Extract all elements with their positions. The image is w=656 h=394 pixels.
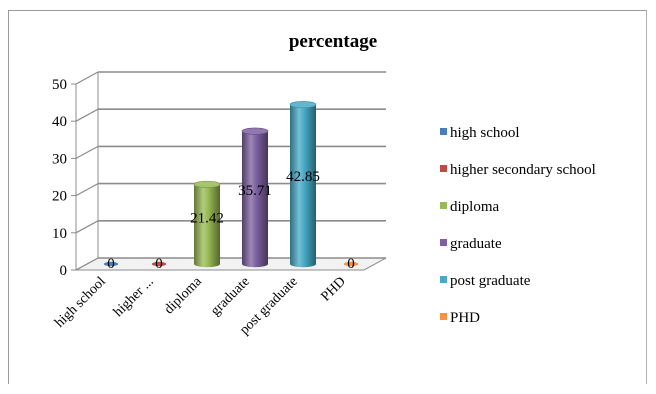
bar (289, 101, 317, 268)
x-tick-label: diploma (162, 274, 206, 318)
legend-item: post graduate (440, 273, 531, 289)
bar-top (289, 101, 317, 109)
bar-top (193, 180, 221, 188)
y-axis: 0 10 20 30 40 50 (52, 77, 76, 279)
bars (103, 101, 359, 268)
y-tick-label: 0 (60, 263, 68, 279)
x-tick-label: graduate (208, 274, 253, 319)
x-tick-label: higher ... (111, 274, 157, 320)
bar-stub (343, 261, 359, 267)
gridline-side (75, 145, 99, 159)
bar (103, 261, 119, 267)
bar-body (242, 131, 268, 268)
legend-label: post graduate (450, 273, 531, 289)
x-axis: high school higher ... diploma graduatepost… (52, 274, 349, 338)
y-tick-label: 10 (52, 226, 67, 242)
legend-swatch (440, 276, 447, 283)
y-tick-label: 50 (52, 77, 67, 93)
gridline-side (75, 257, 99, 271)
gridline-side (75, 220, 99, 234)
bar-body (290, 104, 316, 268)
legend-item: higher secondary school (440, 162, 596, 178)
y-tick-label: 30 (52, 151, 67, 167)
legend-item: high school (440, 125, 520, 141)
data-label: 35.71 (238, 183, 272, 199)
y-tick-label: 20 (52, 189, 67, 205)
data-label: 0 (155, 256, 163, 272)
legend-swatch (440, 128, 447, 135)
legend-swatch (440, 202, 447, 209)
bar (193, 180, 221, 268)
chart-floor (75, 257, 387, 271)
bar-top (241, 127, 269, 135)
y-tick-label: 40 (52, 114, 67, 130)
chart-frame (8, 10, 647, 384)
x-tick-label: PHD (318, 274, 348, 304)
chart-title: percentage (289, 31, 377, 52)
legend-label: higher secondary school (450, 162, 596, 178)
data-label: 0 (347, 256, 355, 272)
gridline-side (75, 108, 99, 122)
legend-swatch (440, 313, 447, 320)
gridline-side (75, 183, 99, 197)
grid (75, 71, 387, 271)
data-label: 42.85 (286, 169, 320, 185)
legend-label: high school (450, 125, 520, 141)
data-labels: 0 0 21.42 35.71 42.85 0 (107, 169, 355, 272)
legend-swatch (440, 239, 447, 246)
bar (241, 127, 269, 268)
gridline-side (75, 71, 99, 85)
legend-label: PHD (450, 310, 480, 326)
legend-item: PHD (440, 310, 480, 326)
bar (151, 261, 167, 267)
x-tick-label: high school (52, 274, 109, 331)
legend-label: diploma (450, 199, 500, 215)
legend-label: graduate (450, 236, 502, 252)
legend-item: graduate (440, 236, 502, 252)
legend: high school higher secondary school diplom… (440, 125, 596, 326)
legend-swatch (440, 165, 447, 172)
bar-body (194, 184, 220, 268)
data-label: 21.42 (190, 211, 224, 227)
legend-item: diploma (440, 199, 500, 215)
bar-stub (151, 261, 167, 267)
bar-stub (103, 261, 119, 267)
bar (343, 261, 359, 267)
data-label: 0 (107, 256, 115, 272)
